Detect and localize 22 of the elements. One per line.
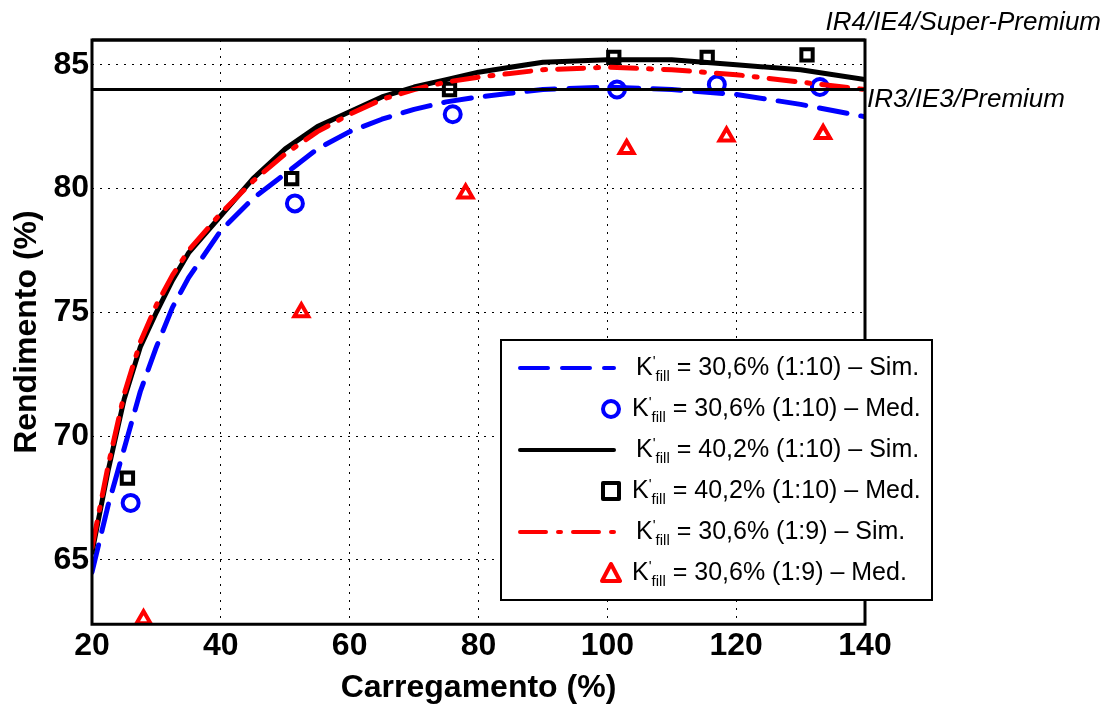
legend-label: K$^{'}$$_{fill}$ = 30,6% (1:10) – Sim.	[636, 351, 920, 384]
x-tick-label: 60	[331, 626, 368, 663]
x-tick-label: 80	[460, 626, 497, 663]
y-axis-title: Rendimento (%)	[7, 210, 44, 454]
x-tick-label: 20	[74, 626, 110, 663]
x-tick-label: 40	[203, 626, 239, 663]
ref-line-label: IR4/IE4/Super-Premium	[825, 6, 1101, 37]
legend-label: K$^{'}$$_{fill}$ = 40,2% (1:10) – Sim.	[636, 433, 920, 466]
ref-line-label: IR3/IE3/Premium	[867, 82, 1065, 113]
y-tick-label: 65	[53, 539, 89, 576]
x-axis-title: Carregamento (%)	[340, 667, 617, 704]
y-tick-label: 80	[53, 168, 89, 205]
x-tick-label: 120	[709, 626, 763, 663]
legend-label: K$^{'}$$_{fill}$ = 30,6% (1:9) – Sim.	[636, 515, 906, 548]
y-tick-label: 75	[53, 292, 89, 329]
y-tick-label: 85	[53, 44, 89, 81]
legend-label: K$^{'}$$_{fill}$ = 30,6% (1:10) – Med.	[632, 392, 921, 425]
legend-label: K$^{'}$$_{fill}$ = 40,2% (1:10) – Med.	[632, 474, 921, 507]
legend-label: K$^{'}$$_{fill}$ = 30,6% (1:9) – Med.	[632, 556, 907, 589]
y-tick-label: 70	[53, 415, 89, 452]
x-tick-label: 140	[838, 626, 892, 663]
x-tick-label: 100	[580, 626, 635, 663]
